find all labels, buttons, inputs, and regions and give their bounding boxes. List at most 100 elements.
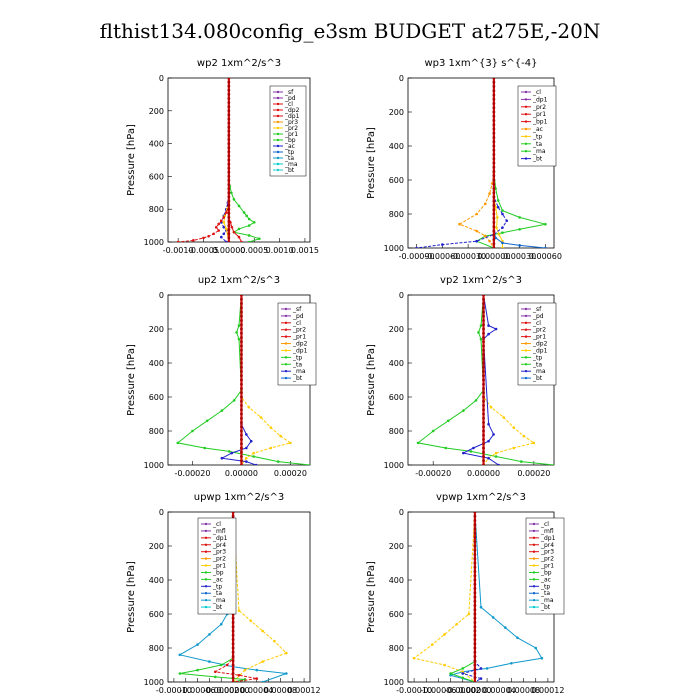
x-tick-label: 0.00008 [507,686,540,695]
series-line-tp [461,295,499,465]
legend: _cl_dp1_pr2_pr1_bp1_ac_tp_ta_ma_bt [517,85,557,167]
data-point [252,221,256,224]
data-point [552,463,554,465]
zero-profile-point [231,616,235,620]
y-tick-label: 1000 [144,678,164,687]
zero-profile-point [231,633,235,637]
chart-panel-4: vp2 1xm^2/s^3 Pressure [hPa] 0 200 400 600 800… [366,275,557,478]
data-point [487,456,490,460]
zero-profile-point [473,621,477,624]
data-point [225,663,229,667]
data-point [232,399,236,402]
data-point [458,222,461,226]
zero-profile-point [227,195,231,199]
zero-profile-point [492,153,496,156]
legend-label: _cl [212,521,221,528]
x-tick-label: 0.00000 [225,469,258,478]
zero-profile-point [482,438,485,441]
zero-profile-point [492,102,496,105]
legend-marker [524,142,528,145]
data-point [491,616,495,619]
zero-profile-point [231,625,235,629]
legend-marker [276,168,280,172]
data-point [497,233,501,236]
zero-profile-point [492,170,496,173]
legend-label: _tp [212,583,222,590]
legend-marker [204,536,208,540]
zero-profile-point [473,536,477,539]
zero-profile-point [482,331,485,335]
data-point [501,226,504,229]
legend-label: _tp [532,354,542,361]
x-tick-label: -0.00006 [180,686,216,695]
zero-profile-point [482,319,485,322]
zero-profile-point [231,667,235,671]
zero-profile-point [240,387,243,390]
data-point [497,463,500,465]
data-point [255,677,259,680]
zero-profile-point [240,382,243,386]
panel-title: upwp 1xm^2/s^3 [194,492,284,503]
x-tick-label: 0.00004 [483,686,516,695]
legend-marker [204,585,208,588]
legend-label: _cl [532,320,541,327]
x-tick-label: 0.00000 [212,246,245,255]
data-point [475,212,479,216]
data-point [431,643,434,646]
zero-profile-point [482,404,485,407]
legend-marker [276,96,280,100]
legend-label: _dp1 [532,96,548,103]
y-tick-label: 1000 [144,238,164,247]
data-point [522,434,526,438]
x-tick-label: 0.00030 [503,252,536,261]
data-point [230,225,234,229]
y-tick-label: 0 [399,508,404,517]
zero-profile-point [473,565,477,569]
data-point [243,668,247,672]
zero-profile-point [482,433,485,437]
legend-marker [524,157,528,160]
data-point [505,219,509,223]
zero-profile-point [227,88,231,92]
data-point [516,636,519,640]
legend-label: _pr1 [532,111,546,118]
legend-label: _ac [540,576,551,583]
legend-marker [204,571,208,574]
data-point [252,451,255,455]
legend-label: _cl [284,101,293,108]
zero-profile-point [473,553,477,556]
legend-label: _tp [540,583,550,590]
x-tick-label: -0.00010 [396,686,432,695]
x-tick-label: -0.00002 [203,686,239,695]
zero-profile-point [482,323,485,327]
data-point [474,399,478,402]
plot-area [176,78,261,242]
legend-marker [284,356,288,359]
legend-marker [532,536,536,540]
zero-profile-point [473,599,477,603]
zero-profile-point [240,442,243,446]
legend-marker [524,335,528,338]
zero-profile-point [492,221,496,224]
y-tick-label: 200 [389,542,404,551]
data-point [259,416,263,419]
data-point [219,219,223,222]
x-tick-label: -0.00020 [174,469,210,478]
data-point [496,205,500,209]
y-tick-label: 800 [149,427,164,436]
data-point [249,619,253,623]
data-point [247,405,251,409]
data-point [245,214,248,218]
zero-profile-point [240,395,243,399]
zero-profile-point [482,357,485,361]
zero-profile-point [473,512,477,514]
zero-profile-point [492,89,496,93]
y-tick-label: 1000 [384,244,404,253]
data-point [219,622,223,626]
legend-label: _mfl [212,528,226,535]
data-point [196,643,199,646]
legend-marker [532,529,536,533]
zero-profile-point [473,616,477,620]
x-tick-label: 0.00012 [288,686,321,695]
legend-label: _dp1 [540,535,556,542]
